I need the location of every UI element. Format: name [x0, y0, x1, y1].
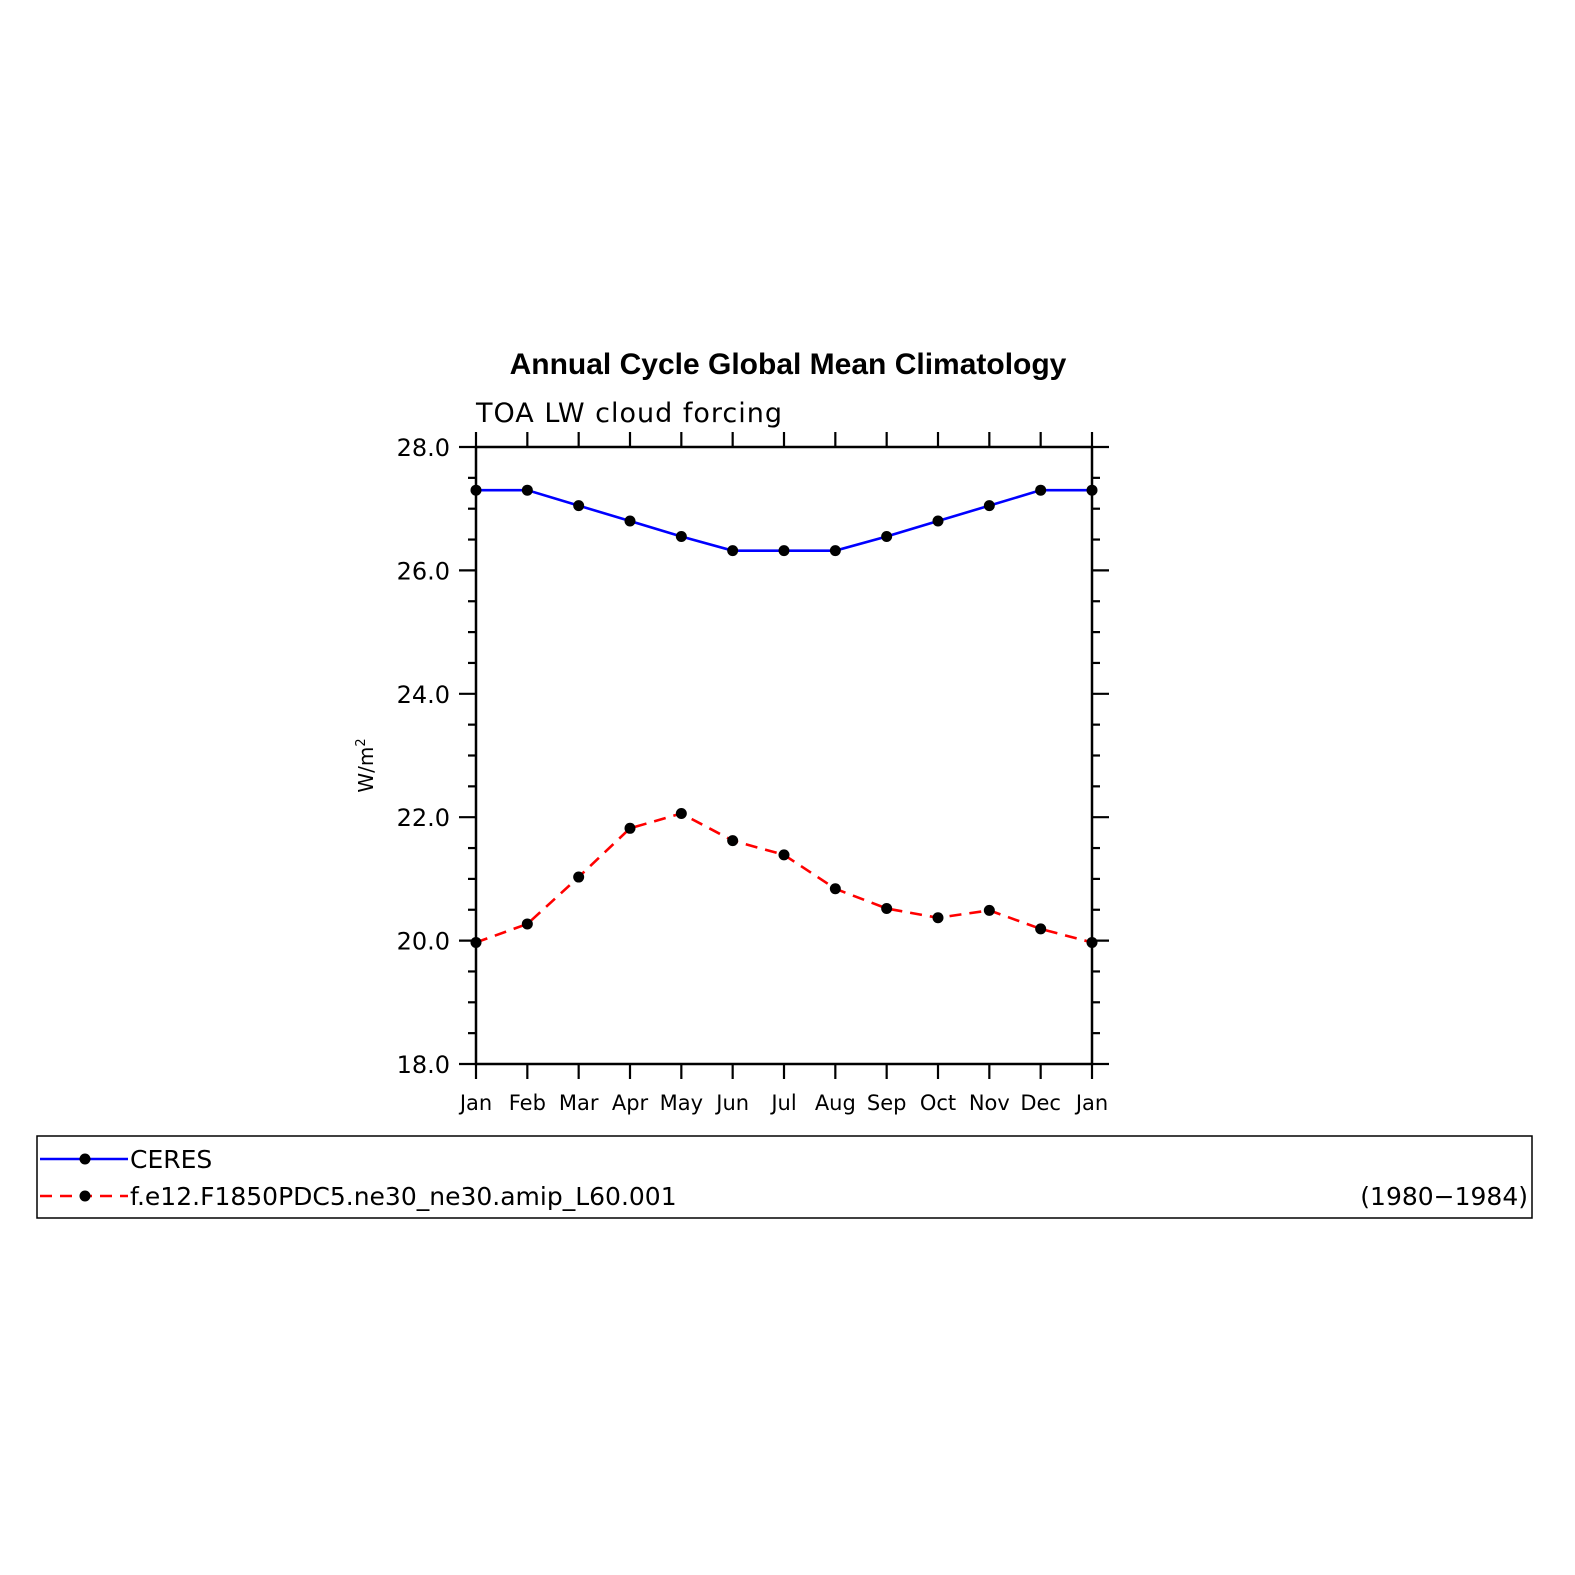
y-axis-label: W/m2	[354, 738, 378, 792]
legend-date-range: (1980−1984)	[1360, 1182, 1528, 1211]
data-point	[675, 807, 687, 819]
data-point	[1035, 923, 1047, 935]
data-point	[1086, 484, 1098, 496]
y-axis-label-unit: W/m	[354, 747, 378, 793]
data-point	[932, 515, 944, 527]
data-point	[778, 849, 790, 861]
data-point	[983, 904, 995, 916]
data-point	[470, 484, 482, 496]
series-layer	[470, 484, 1098, 948]
series-0	[470, 484, 1098, 557]
legend-label-ceres: CERES	[130, 1145, 212, 1174]
data-point	[573, 500, 585, 512]
series-line	[476, 488, 1092, 552]
series-line	[475, 812, 1093, 944]
x-tick-label: Jun	[714, 1091, 749, 1115]
x-tick-label: Sep	[867, 1091, 907, 1115]
x-tick-label: May	[660, 1091, 703, 1115]
data-point	[675, 530, 687, 542]
data-point	[624, 822, 636, 834]
y-tick-label: 22.0	[397, 804, 450, 832]
legend-label-model: f.e12.F1850PDC5.ne30_ne30.amip_L60.001	[130, 1182, 677, 1211]
data-point	[829, 545, 841, 557]
x-tick-label: Feb	[509, 1091, 546, 1115]
legend-marker-model	[79, 1190, 91, 1202]
series-1	[470, 807, 1098, 948]
data-point	[727, 545, 739, 557]
y-tick-label: 18.0	[397, 1051, 450, 1079]
data-point	[983, 500, 995, 512]
y-axis-label-exponent: 2	[354, 738, 369, 746]
y-tick-label: 20.0	[397, 928, 450, 956]
x-tick-label: Oct	[920, 1091, 956, 1115]
data-point	[778, 545, 790, 557]
x-axis: Jan Feb Mar Apr May Jun Jul Aug Sep Oct Nov Dec Jan	[458, 432, 1108, 1115]
y-axis: 18.0 20.0 22.0 24.0 26.0 28.0	[397, 434, 1109, 1079]
data-point	[573, 871, 585, 883]
x-tick-label: Dec	[1020, 1091, 1061, 1115]
y-tick-label: 24.0	[397, 681, 450, 709]
y-tick-label: 28.0	[397, 434, 450, 462]
x-tick-label: Aug	[815, 1091, 856, 1115]
data-point	[1035, 484, 1047, 496]
data-point	[881, 530, 893, 542]
chart-title: Annual Cycle Global Mean Climatology	[510, 348, 1067, 381]
x-tick-label: Jul	[769, 1091, 796, 1115]
plot-frame	[474, 445, 1094, 1066]
data-point	[624, 515, 636, 527]
legend-item-ceres: CERES	[40, 1145, 212, 1174]
legend-item-model: f.e12.F1850PDC5.ne30_ne30.amip_L60.001	[40, 1182, 677, 1211]
chart-subtitle: TOA LW cloud forcing	[475, 398, 783, 429]
x-tick-label: Jan	[458, 1091, 492, 1115]
data-point	[521, 918, 533, 930]
legend: CERES f.e12.F1850PDC5.ne30_ne30.amip_L60…	[36, 1135, 1533, 1219]
data-point	[829, 883, 841, 895]
data-point	[727, 835, 739, 847]
data-point	[1086, 936, 1098, 948]
legend-box	[36, 1135, 1533, 1219]
x-tick-label: Jan	[1074, 1091, 1108, 1115]
y-tick-label: 26.0	[397, 557, 450, 585]
x-tick-label: Apr	[612, 1091, 649, 1115]
data-point	[881, 903, 893, 915]
data-point	[521, 484, 533, 496]
data-point	[932, 912, 944, 924]
data-point	[470, 936, 482, 948]
x-tick-label: Mar	[559, 1091, 599, 1115]
plot-border	[474, 445, 1094, 1066]
legend-marker-ceres	[79, 1153, 91, 1165]
x-tick-label: Nov	[969, 1091, 1010, 1115]
